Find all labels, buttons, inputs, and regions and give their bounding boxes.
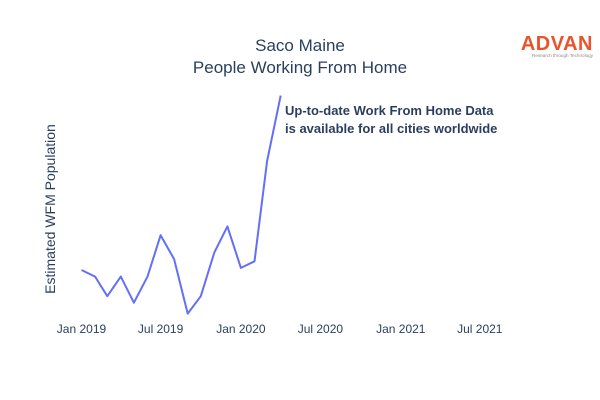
x-tick-label: Jan 2020 xyxy=(216,322,266,336)
annotation-line-2: is available for all cities worldwide xyxy=(285,121,497,136)
chart-title: Saco Maine People Working From Home xyxy=(193,36,407,77)
advan-logo: ADVAN Research through Technology xyxy=(521,33,594,58)
x-axis-ticks: Jan 2019 Jul 2019 Jan 2020 Jul 2020 Jan 2021… xyxy=(57,322,503,336)
chart-title-line-2: People Working From Home xyxy=(193,58,407,77)
series-layer xyxy=(81,95,282,315)
series-line xyxy=(81,95,282,315)
annotation: Up-to-date Work From Home Data is availa… xyxy=(285,103,497,136)
logo-wordmark: ADVAN xyxy=(521,33,593,55)
x-tick-label: Jan 2021 xyxy=(376,322,426,336)
chart-title-line-1: Saco Maine xyxy=(255,36,345,55)
logo-tagline: Research through Technology xyxy=(532,53,594,58)
x-tick-label: Jul 2020 xyxy=(298,322,344,336)
x-tick-label: Jan 2019 xyxy=(57,322,107,336)
x-tick-label: Jul 2019 xyxy=(138,322,184,336)
annotation-line-1: Up-to-date Work From Home Data xyxy=(285,103,494,118)
y-axis-title: Estimated WFM Population xyxy=(42,124,58,294)
x-tick-label: Jul 2021 xyxy=(457,322,503,336)
